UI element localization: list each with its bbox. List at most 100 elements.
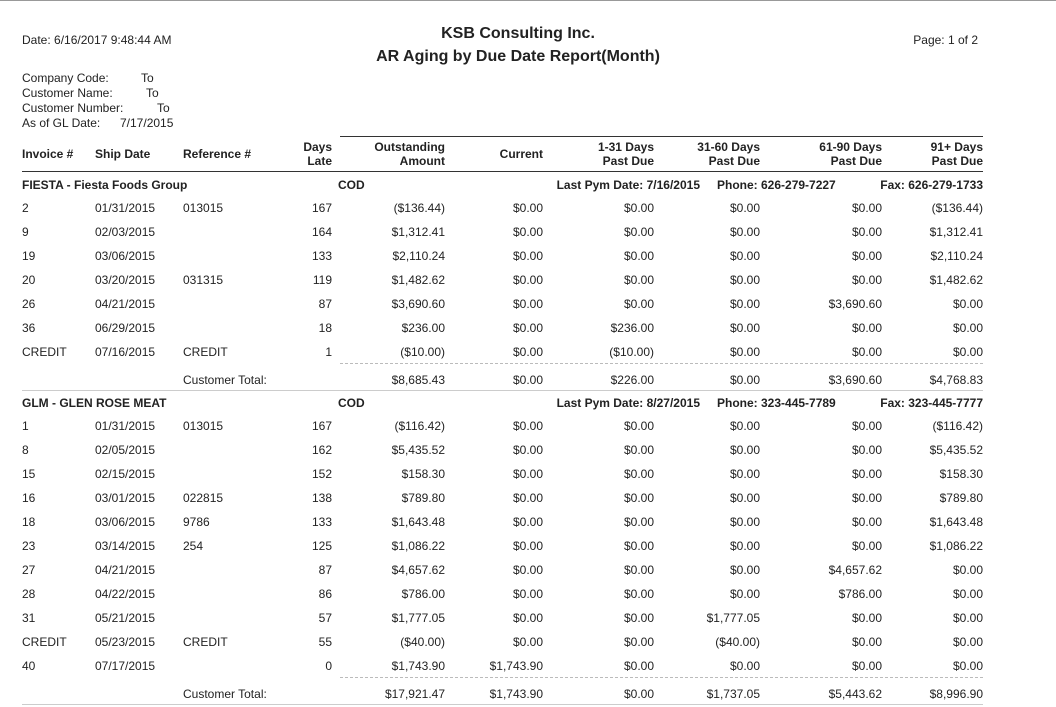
filter-label: Customer Number: <box>22 101 124 115</box>
cell: $0.00 <box>729 225 760 239</box>
cell: $1,312.41 <box>929 225 983 239</box>
cell: CREDIT <box>183 635 228 649</box>
cell: 18 <box>22 515 36 529</box>
cell: $0.00 <box>512 539 543 553</box>
filter-label: Customer Name: <box>22 86 113 100</box>
cell: 23 <box>22 539 36 553</box>
cell: $1,643.48 <box>391 515 445 529</box>
column-header: Ship Date <box>95 147 151 161</box>
cell: $1,482.62 <box>929 273 983 287</box>
customer-terms: COD <box>338 396 365 410</box>
cell: $0.00 <box>729 467 760 481</box>
column-header: 61-90 Days <box>819 140 882 154</box>
cell: ($116.42) <box>932 419 983 433</box>
cell: ($40.00) <box>715 635 760 649</box>
cell: 02/05/2015 <box>95 443 156 457</box>
cell: 03/01/2015 <box>95 491 156 505</box>
cell: 05/23/2015 <box>95 635 156 649</box>
rule <box>340 677 983 678</box>
cell: $0.00 <box>512 225 543 239</box>
cell: $0.00 <box>851 273 882 287</box>
report-date: Date: 6/16/2017 9:48:44 AM <box>22 33 172 47</box>
cell: 87 <box>318 563 332 577</box>
cell: 138 <box>311 491 332 505</box>
cell: 119 <box>312 273 332 287</box>
total-cell: $0.00 <box>512 373 543 387</box>
cell: $0.00 <box>952 345 983 359</box>
cell: $0.00 <box>729 345 760 359</box>
cell: 27 <box>22 563 36 577</box>
last-payment: Last Pym Date: 7/16/2015 <box>556 178 700 192</box>
total-cell: $0.00 <box>623 687 654 701</box>
cell: $0.00 <box>512 419 543 433</box>
cell: 03/06/2015 <box>95 515 156 529</box>
cell: $0.00 <box>623 659 654 673</box>
cell: $2,110.24 <box>392 249 446 263</box>
cell: $5,435.52 <box>929 443 983 457</box>
total-cell: $4,768.83 <box>929 373 983 387</box>
cell: 013015 <box>183 201 224 215</box>
cell: 022815 <box>183 491 224 505</box>
cell: 55 <box>318 635 332 649</box>
cell: 133 <box>311 249 332 263</box>
column-header: Current <box>499 147 543 161</box>
cell: $0.00 <box>952 297 983 311</box>
cell: $0.00 <box>952 635 983 649</box>
cell: 03/06/2015 <box>95 249 156 263</box>
filter-value: To <box>146 86 159 100</box>
cell: 06/29/2015 <box>95 321 156 335</box>
cell: $0.00 <box>851 419 882 433</box>
cell: 164 <box>311 225 332 239</box>
cell: 05/21/2015 <box>95 611 156 625</box>
cell: 01/31/2015 <box>95 201 156 215</box>
customer-fax: Fax: 323-445-7777 <box>880 396 983 410</box>
page-number: Page: 1 of 2 <box>913 33 978 47</box>
cell: 57 <box>318 611 332 625</box>
cell: ($136.44) <box>931 201 983 215</box>
column-header: Amount <box>399 153 445 168</box>
cell: $0.00 <box>851 515 882 529</box>
column-header: 91+ Days <box>930 140 983 154</box>
cell: 9 <box>22 225 29 239</box>
cell: $0.00 <box>729 587 760 601</box>
cell: $3,690.60 <box>391 297 445 311</box>
cell: 031315 <box>183 273 224 287</box>
cell: $0.00 <box>851 249 882 263</box>
cell: $0.00 <box>512 201 543 215</box>
cell: $0.00 <box>851 321 882 335</box>
cell: $0.00 <box>512 491 543 505</box>
cell: 125 <box>311 539 332 553</box>
cell: 19 <box>22 249 36 263</box>
cell: $0.00 <box>512 443 543 457</box>
cell: $0.00 <box>851 443 882 457</box>
cell: $0.00 <box>851 345 882 359</box>
total-cell: $1,743.90 <box>489 687 543 701</box>
cell: $158.30 <box>939 467 983 481</box>
column-header: Past Due <box>830 153 882 168</box>
rule <box>340 136 983 137</box>
cell: $1,312.41 <box>391 225 445 239</box>
cell: $0.00 <box>623 491 654 505</box>
cell: $0.00 <box>851 539 882 553</box>
report-title: KSB Consulting Inc. <box>441 25 595 42</box>
cell: 2 <box>22 201 29 215</box>
cell: $0.00 <box>729 491 760 505</box>
cell: $1,777.05 <box>391 611 445 625</box>
cell: 87 <box>318 297 332 311</box>
last-payment: Last Pym Date: 8/27/2015 <box>556 396 700 410</box>
cell: $0.00 <box>851 491 882 505</box>
cell: $0.00 <box>623 297 654 311</box>
cell: $789.80 <box>401 491 445 505</box>
column-header: Outstanding <box>374 140 445 154</box>
cell: $0.00 <box>851 201 882 215</box>
cell: 04/21/2015 <box>95 297 156 311</box>
report-subtitle: AR Aging by Due Date Report(Month) <box>376 48 660 65</box>
cell: $0.00 <box>952 563 983 577</box>
cell: ($10.00) <box>609 345 654 359</box>
cell: 9786 <box>183 515 210 529</box>
cell: $0.00 <box>623 443 654 457</box>
cell: $0.00 <box>512 467 543 481</box>
cell: $4,657.62 <box>828 563 882 577</box>
cell: $0.00 <box>512 563 543 577</box>
